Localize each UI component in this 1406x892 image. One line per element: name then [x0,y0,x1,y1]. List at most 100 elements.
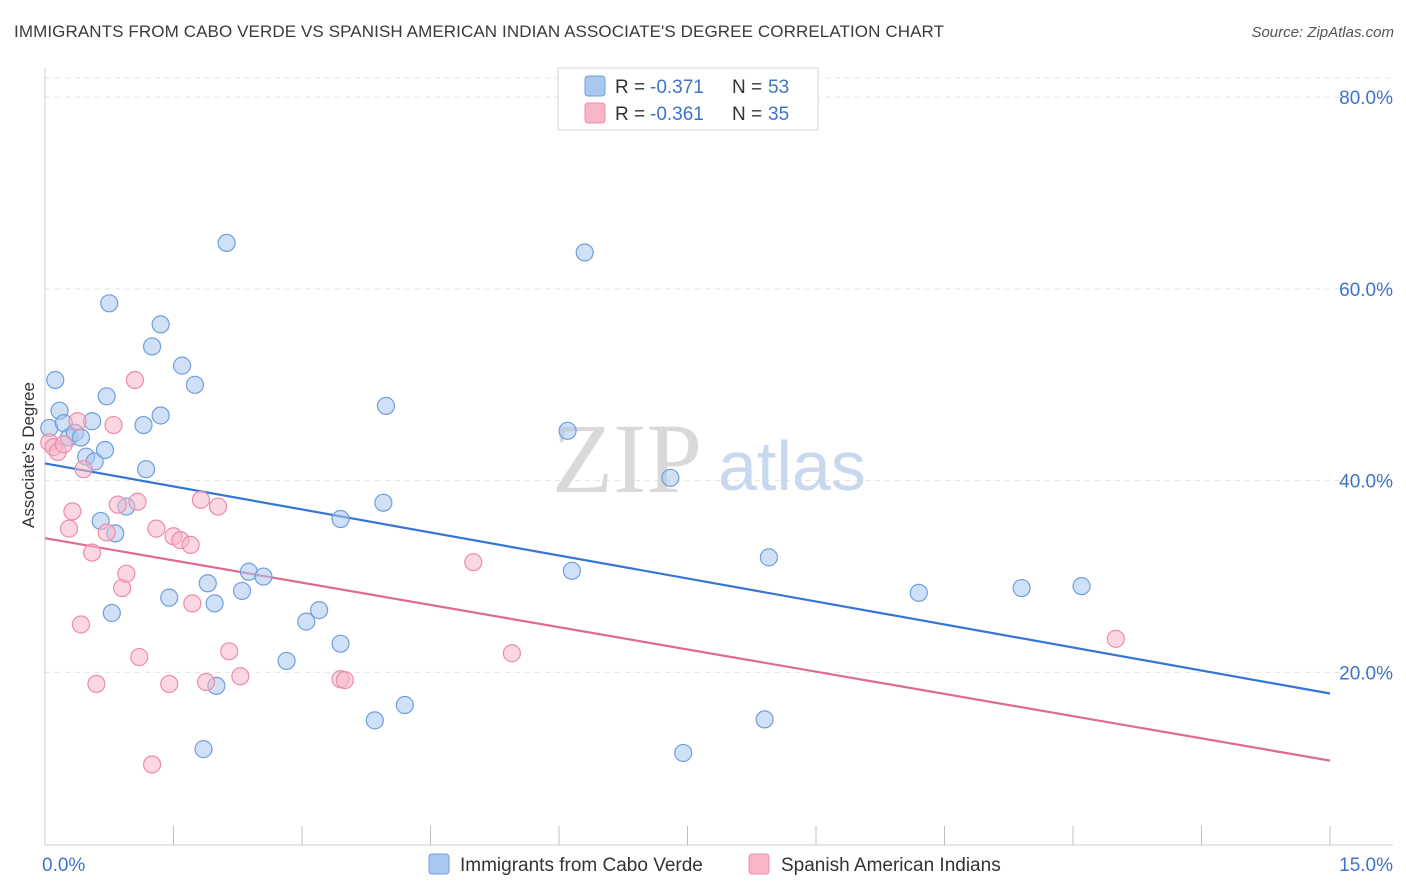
trend-line-cabo-verde [44,462,1331,695]
point-spanish-american-indians-21 [160,674,179,694]
point-cabo-verde-47 [755,710,774,729]
point-spanish-american-indians-35 [1106,629,1125,648]
point-cabo-verde-21 [151,406,170,425]
legend-r-label-2: R = [615,104,645,125]
data-points [40,233,1125,774]
watermark: ZIP atlas [552,403,866,514]
point-cabo-verde-40 [376,396,396,415]
point-spanish-american-indians-33 [464,553,483,572]
y-tick-label-60: 60.0% [1339,280,1393,301]
point-spanish-american-indians-5 [63,502,82,521]
series-legend: Immigrants from Cabo Verde Spanish Ameri… [428,853,1001,876]
point-cabo-verde-12 [97,387,116,406]
legend-r-label-1: R = [615,77,645,98]
point-cabo-verde-24 [185,375,205,394]
point-cabo-verde-34 [297,612,316,631]
point-cabo-verde-20 [151,315,170,334]
point-cabo-verde-1 [46,370,65,390]
legend-n-value-1: 53 [768,77,789,98]
series-swatch-cabo-verde [428,853,450,875]
point-spanish-american-indians-25 [183,594,202,613]
legend-r-value-1: -0.371 [650,77,704,98]
point-cabo-verde-22 [172,356,192,375]
stats-legend: R = -0.371 N = 53 R = -0.361 N = 35 [557,67,819,131]
legend-n-label-1: N = [732,77,762,98]
point-spanish-american-indians-7 [74,460,93,479]
y-tick-label-20: 20.0% [1339,663,1393,684]
point-spanish-american-indians-19 [147,519,166,538]
point-spanish-american-indians-28 [208,497,228,516]
point-spanish-american-indians-10 [87,674,106,694]
point-cabo-verde-42 [558,421,577,440]
legend-r-value-2: -0.361 [650,104,704,125]
point-cabo-verde-49 [909,583,928,602]
point-cabo-verde-33 [277,651,296,671]
point-spanish-american-indians-12 [104,415,123,435]
point-spanish-american-indians-13 [108,495,127,514]
point-cabo-verde-43 [562,561,581,580]
point-cabo-verde-38 [365,711,384,730]
point-spanish-american-indians-24 [181,535,200,555]
point-spanish-american-indians-9 [83,543,102,562]
point-cabo-verde-36 [331,509,350,529]
point-cabo-verde-14 [102,603,121,623]
point-cabo-verde-11 [100,294,119,313]
series-label-cabo-verde: Immigrants from Cabo Verde [460,855,703,876]
series-swatch-spanish-american-indians [748,853,770,875]
point-spanish-american-indians-26 [191,490,211,509]
x-tick-label-max: 15.0% [1339,855,1393,876]
point-cabo-verde-19 [142,337,162,356]
point-cabo-verde-46 [674,743,693,763]
point-cabo-verde-23 [160,588,179,607]
watermark-zip: ZIP [552,403,702,514]
point-spanish-american-indians-30 [231,667,250,686]
y-tick-label-80: 80.0% [1339,88,1393,109]
point-spanish-american-indians-8 [71,615,91,634]
point-cabo-verde-45 [661,468,680,487]
point-spanish-american-indians-18 [125,370,145,390]
source-credit: Source: ZipAtlas.com [1251,24,1394,41]
point-spanish-american-indians-32 [335,670,354,690]
y-axis-label: Associate's Degree [19,382,38,528]
point-cabo-verde-17 [134,415,153,435]
chart-title: IMMIGRANTS FROM CABO VERDE VS SPANISH AM… [14,22,945,41]
point-spanish-american-indians-29 [220,642,239,661]
point-spanish-american-indians-6 [68,412,87,431]
point-cabo-verde-32 [254,567,273,586]
point-cabo-verde-35 [310,601,329,620]
point-cabo-verde-48 [759,548,778,567]
point-spanish-american-indians-17 [130,647,149,667]
legend-swatch-pink [584,102,606,124]
point-cabo-verde-41 [395,695,414,715]
point-cabo-verde-37 [331,634,350,653]
point-cabo-verde-18 [136,460,156,479]
point-cabo-verde-39 [374,493,393,512]
point-cabo-verde-30 [232,581,252,601]
x-tick-labels: 0.0% 15.0% [42,855,1393,876]
point-spanish-american-indians-3 [54,435,73,454]
point-cabo-verde-44 [575,243,594,262]
point-cabo-verde-28 [194,740,213,759]
point-spanish-american-indians-34 [502,644,521,663]
point-spanish-american-indians-16 [128,492,147,511]
point-cabo-verde-6 [71,428,91,447]
point-spanish-american-indians-4 [59,519,79,538]
x-tick-label-min: 0.0% [42,855,85,876]
point-cabo-verde-51 [1072,577,1091,596]
legend-n-label-2: N = [732,104,762,125]
legend-n-value-2: 35 [768,104,789,125]
legend-swatch-blue [584,75,606,97]
point-spanish-american-indians-11 [97,523,116,542]
point-cabo-verde-50 [1012,578,1031,598]
point-cabo-verde-26 [205,594,224,613]
point-cabo-verde-29 [217,233,236,253]
y-tick-labels: 20.0% 40.0% 60.0% 80.0% [1339,88,1393,684]
point-spanish-american-indians-20 [142,755,162,774]
axes [44,68,1393,846]
point-spanish-american-indians-27 [196,672,216,692]
series-label-spanish-american-indians: Spanish American Indians [781,855,1001,876]
point-cabo-verde-25 [198,574,217,593]
point-cabo-verde-10 [95,440,115,460]
watermark-atlas: atlas [718,427,866,505]
